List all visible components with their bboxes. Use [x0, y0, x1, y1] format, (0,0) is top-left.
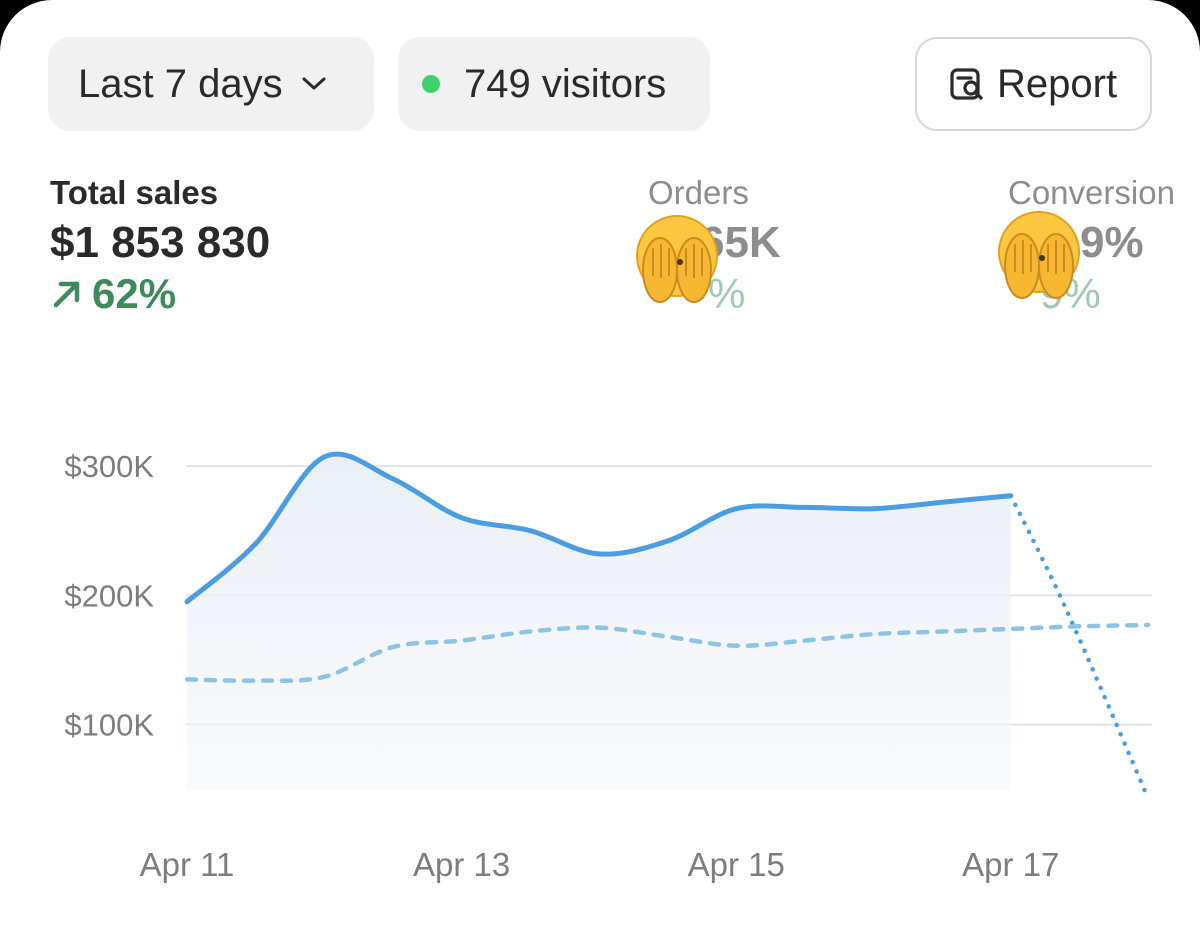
- metric-change-value: 62%: [92, 270, 177, 317]
- x-tick-label: Apr 15: [688, 846, 785, 883]
- date-range-dropdown[interactable]: Last 7 days: [48, 37, 374, 131]
- current-period-line: [184, 451, 1014, 605]
- x-tick-label: Apr 17: [962, 846, 1059, 883]
- metric-value: 9%: [1080, 218, 1144, 267]
- report-button[interactable]: Report: [915, 37, 1152, 131]
- metric-change: 62%: [50, 270, 270, 318]
- see-no-evil-emoji-icon: [636, 215, 718, 303]
- previous-period-line: [184, 622, 1151, 683]
- sales-line-chart[interactable]: $300K $200K $100K Apr 11 Apr 13 Apr 15 Apr 17: [0, 400, 1200, 920]
- arrow-up-right-icon: [50, 277, 84, 311]
- metric-total-sales[interactable]: Total sales $1 853 830 62%: [50, 174, 270, 318]
- live-status-dot: [422, 75, 440, 93]
- current-period-area: [187, 454, 1011, 790]
- y-tick-label: $300K: [64, 449, 154, 484]
- metric-label: Conversion: [1008, 174, 1175, 211]
- metric-change: %: [708, 270, 746, 317]
- visitors-label: 749 visitors: [464, 61, 667, 106]
- metric-label: Orders: [648, 174, 749, 211]
- report-label: Report: [997, 61, 1118, 106]
- y-tick-label: $200K: [64, 578, 154, 613]
- metric-label: Total sales: [50, 174, 219, 211]
- date-range-label: Last 7 days: [78, 61, 283, 106]
- projected-line: [1008, 493, 1151, 801]
- metric-value: $1 853 830: [50, 218, 271, 267]
- y-tick-label: $100K: [64, 708, 154, 743]
- see-no-evil-emoji-icon: [998, 211, 1080, 299]
- x-tick-label: Apr 13: [413, 846, 510, 883]
- report-search-icon: [947, 64, 987, 104]
- x-tick-label: Apr 11: [140, 846, 235, 883]
- live-visitors-button[interactable]: 749 visitors: [398, 37, 710, 131]
- chevron-down-icon: [301, 76, 327, 92]
